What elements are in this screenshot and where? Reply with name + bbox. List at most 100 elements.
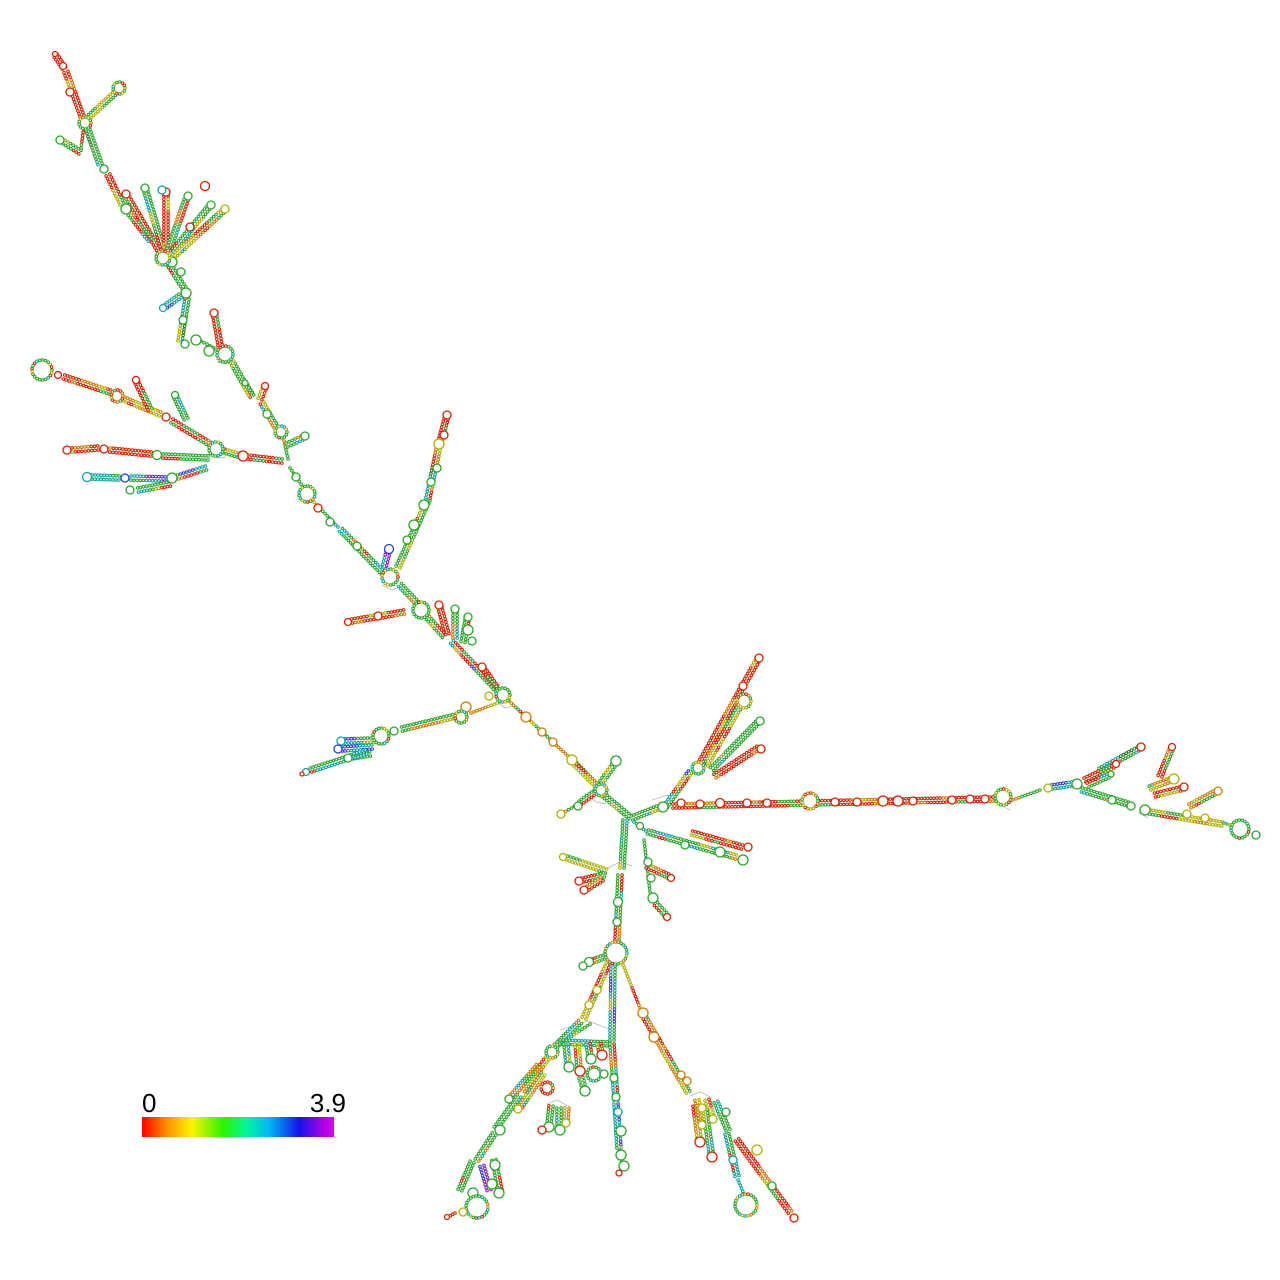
loop-circle xyxy=(343,617,353,627)
loop-circle xyxy=(199,180,211,192)
loop-circle xyxy=(439,430,449,440)
loop-circle xyxy=(371,726,391,746)
rna-branch xyxy=(161,452,210,462)
rna-branch xyxy=(629,803,663,822)
loop-circle xyxy=(260,381,270,391)
loop-circle xyxy=(206,200,216,210)
loop-circle xyxy=(755,716,765,726)
color-scale-max-label: 3.9 xyxy=(309,1088,346,1118)
loop-circle xyxy=(830,797,840,807)
loop-circle xyxy=(613,1107,623,1117)
loop-circle xyxy=(1043,783,1053,793)
loop-circle xyxy=(676,798,686,808)
loop-circle xyxy=(1071,778,1083,790)
loop-circles-layer xyxy=(30,50,1261,1223)
rna-branch xyxy=(108,446,153,458)
loop-circle xyxy=(1229,818,1251,840)
loop-circle xyxy=(520,711,532,723)
loop-circle xyxy=(714,846,726,858)
loop-circle xyxy=(1111,759,1121,769)
rna-branch xyxy=(613,873,624,942)
loop-circle xyxy=(603,940,629,966)
loop-circle xyxy=(1136,742,1146,752)
rna-branch xyxy=(349,608,407,625)
loop-circle xyxy=(158,303,168,313)
loop-circle xyxy=(537,727,547,737)
rna-branch xyxy=(473,1131,498,1163)
loop-circle xyxy=(125,485,135,495)
loop-circle xyxy=(756,744,766,754)
loop-circle xyxy=(297,484,317,504)
rna-branch xyxy=(228,359,254,397)
loop-circle xyxy=(635,821,645,831)
loop-circle xyxy=(733,1192,759,1218)
loop-circle xyxy=(1107,770,1115,778)
rna-branch xyxy=(564,854,609,875)
loop-circle xyxy=(751,1144,763,1156)
loop-circle xyxy=(383,543,395,555)
loop-circle xyxy=(453,709,469,725)
rna-branch xyxy=(70,444,100,454)
loop-circle xyxy=(556,809,566,819)
loop-circle xyxy=(504,1094,514,1104)
rna-branch xyxy=(399,712,459,733)
loop-circle xyxy=(484,691,494,701)
loop-circle xyxy=(463,612,473,622)
rna-branch xyxy=(708,719,761,773)
rna-branch xyxy=(608,1042,620,1102)
loop-circle xyxy=(434,600,444,610)
loop-circle xyxy=(81,471,93,483)
rna-branch xyxy=(211,314,224,348)
loop-circle xyxy=(411,600,431,620)
loop-circle xyxy=(539,1080,555,1096)
loop-circle xyxy=(477,662,487,672)
rna-branch xyxy=(585,875,605,892)
loop-circle xyxy=(442,410,452,420)
loop-circle xyxy=(131,375,141,385)
loop-circle xyxy=(333,744,343,754)
loop-circle xyxy=(313,503,323,513)
loop-circle xyxy=(646,873,656,883)
rna-branch xyxy=(1147,776,1173,792)
loop-circle xyxy=(58,61,68,71)
loop-circle xyxy=(336,736,346,746)
loop-circle xyxy=(51,50,59,58)
rna-branch xyxy=(135,480,173,494)
rna-branch xyxy=(644,862,671,880)
loop-circle xyxy=(99,164,109,174)
loop-circle xyxy=(426,477,436,487)
loop-circle xyxy=(120,203,132,215)
loop-circle xyxy=(65,87,75,97)
loop-circle xyxy=(140,183,150,193)
color-scale-min-label: 0 xyxy=(142,1088,157,1118)
rna-branch xyxy=(1097,745,1141,774)
rna-branch xyxy=(86,90,118,120)
loop-circle xyxy=(1182,809,1192,819)
rna-branch xyxy=(689,829,745,851)
loop-circle xyxy=(154,249,172,267)
rna-branch xyxy=(608,964,617,1042)
junction-arc xyxy=(496,701,514,709)
loop-circle xyxy=(203,345,215,357)
loop-circle xyxy=(593,782,609,798)
loop-circle xyxy=(215,344,235,364)
rna-branch xyxy=(733,1137,794,1215)
loop-circle xyxy=(657,801,669,813)
loop-circle xyxy=(161,412,171,422)
loop-circle xyxy=(418,499,430,511)
loop-circle xyxy=(402,535,412,545)
rna-branch xyxy=(424,614,448,640)
rna-branch xyxy=(451,610,459,640)
loop-circle xyxy=(176,267,186,277)
rna-branch xyxy=(1008,788,1042,803)
rna-branch xyxy=(456,1159,476,1193)
loop-circle xyxy=(1139,804,1151,816)
loop-circle xyxy=(544,1044,560,1060)
rna-branch xyxy=(84,127,104,167)
loop-circle xyxy=(609,1073,619,1083)
loop-circle xyxy=(615,1169,623,1177)
junction-arc xyxy=(689,1091,713,1099)
loop-circle xyxy=(207,440,225,458)
loop-circle xyxy=(789,1213,799,1223)
loop-circle xyxy=(877,795,889,807)
